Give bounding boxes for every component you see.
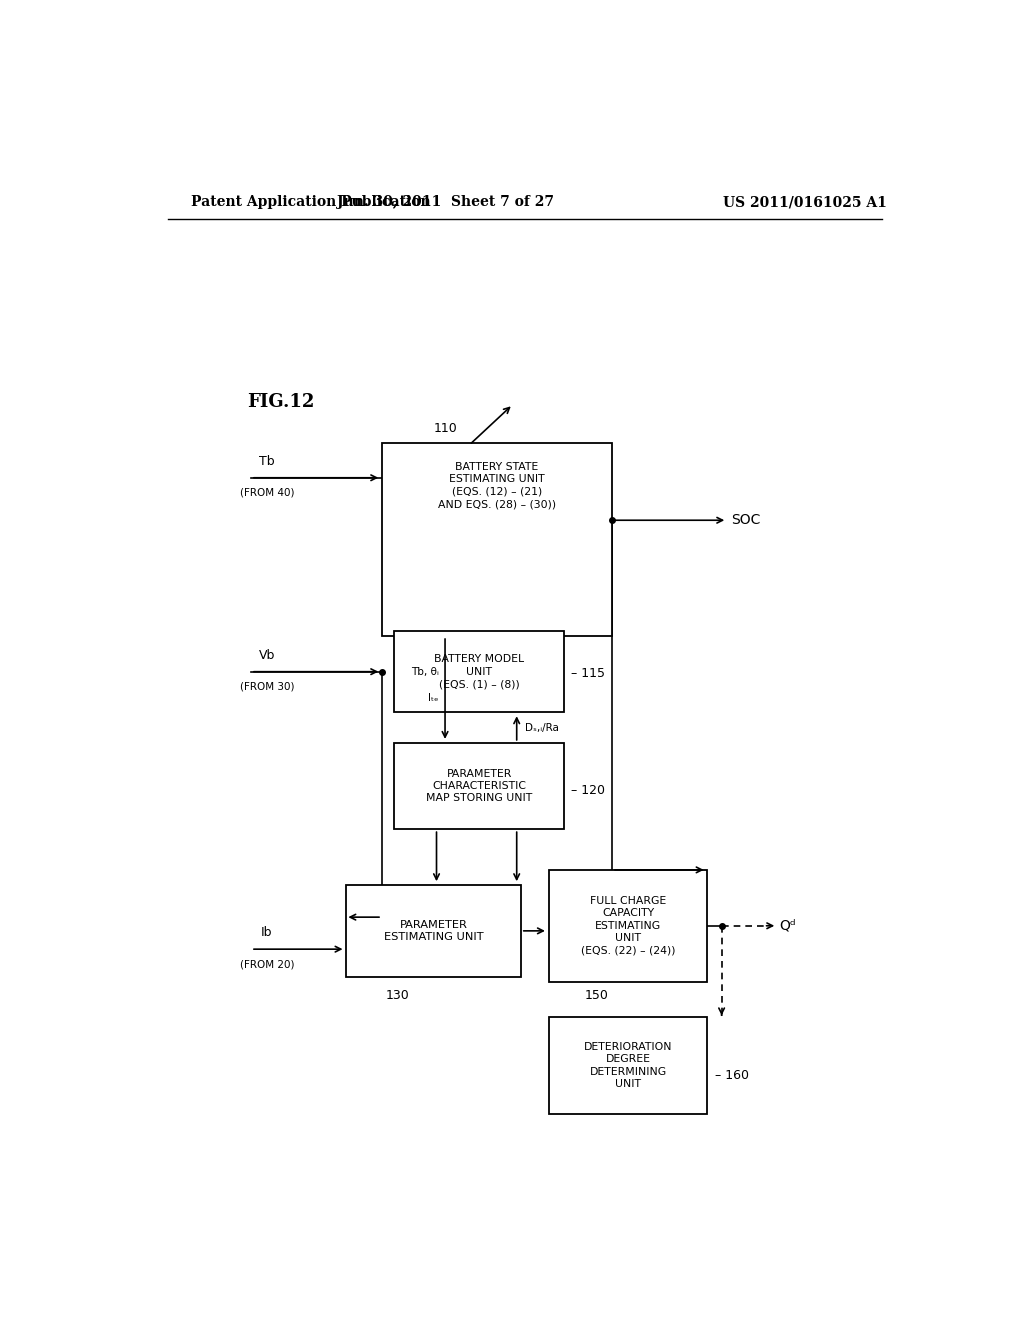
Bar (394, 631, 564, 713)
Text: SOC: SOC (731, 513, 761, 527)
Text: Qᵈ: Qᵈ (779, 919, 797, 933)
Text: Dₛ,ᵢ/Ra: Dₛ,ᵢ/Ra (524, 722, 558, 733)
Bar (549, 870, 708, 982)
Text: BATTERY MODEL
UNIT
(EQS. (1) – (8)): BATTERY MODEL UNIT (EQS. (1) – (8)) (434, 655, 524, 689)
Text: 110: 110 (433, 422, 458, 434)
Text: Tb, θᵢ: Tb, θᵢ (411, 668, 438, 677)
Text: Ib: Ib (261, 927, 272, 939)
Text: (FROM 30): (FROM 30) (240, 682, 294, 692)
Text: BATTERY STATE
ESTIMATING UNIT
(EQS. (12) – (21)
AND EQS. (28) – (30)): BATTERY STATE ESTIMATING UNIT (EQS. (12)… (438, 462, 556, 510)
Bar (382, 444, 612, 636)
Text: – 120: – 120 (570, 784, 605, 797)
Bar (346, 886, 521, 977)
Text: FIG.12: FIG.12 (247, 393, 314, 412)
Text: FULL CHARGE
CAPACITY
ESTIMATING
UNIT
(EQS. (22) – (24)): FULL CHARGE CAPACITY ESTIMATING UNIT (EQ… (581, 896, 675, 956)
Text: PARAMETER
CHARACTERISTIC
MAP STORING UNIT: PARAMETER CHARACTERISTIC MAP STORING UNI… (426, 768, 532, 804)
Text: – 160: – 160 (715, 1069, 750, 1081)
Text: – 115: – 115 (570, 667, 605, 680)
Bar (549, 1018, 708, 1114)
Text: Vb: Vb (259, 648, 275, 661)
Bar (394, 743, 564, 829)
Text: (FROM 40): (FROM 40) (240, 488, 294, 498)
Text: Tb: Tb (259, 454, 274, 467)
Text: DETERIORATION
DEGREE
DETERMINING
UNIT: DETERIORATION DEGREE DETERMINING UNIT (584, 1041, 672, 1089)
Text: 130: 130 (386, 989, 410, 1002)
Text: (FROM 20): (FROM 20) (240, 960, 294, 969)
Text: Jun. 30, 2011  Sheet 7 of 27: Jun. 30, 2011 Sheet 7 of 27 (337, 195, 554, 209)
Text: PARAMETER
ESTIMATING UNIT: PARAMETER ESTIMATING UNIT (384, 920, 483, 942)
Text: US 2011/0161025 A1: US 2011/0161025 A1 (723, 195, 887, 209)
Text: 150: 150 (585, 989, 608, 1002)
Text: Iₜₑ: Iₜₑ (428, 693, 438, 702)
Text: Patent Application Publication: Patent Application Publication (191, 195, 431, 209)
